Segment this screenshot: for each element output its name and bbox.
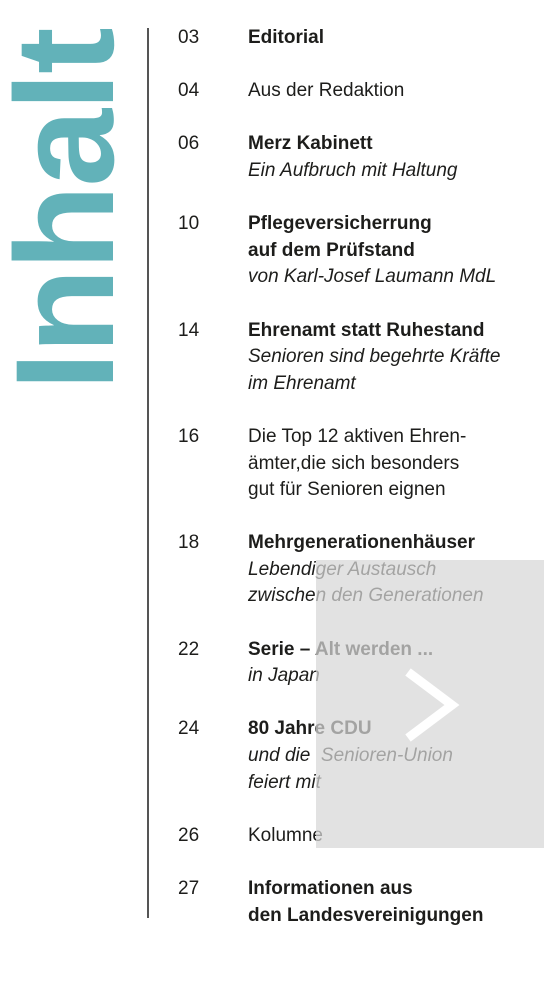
entry-line: Pflegeversicherrung	[248, 213, 432, 235]
page-number: 06	[178, 133, 200, 155]
toc-entry: 26 Kolumne	[0, 823, 544, 850]
entry-line: auf dem Prüfstand	[248, 239, 415, 261]
page-number: 26	[178, 824, 200, 846]
entry-line: Informationen aus	[248, 878, 413, 899]
entry-line: im Ehrenamt	[248, 372, 356, 394]
entry-line: Ein Aufbruch mit Haltung	[248, 159, 458, 181]
entry-line: Die Top 12 aktiven Ehren-	[248, 425, 467, 447]
entry-line: gut für Senioren eignen	[248, 479, 446, 501]
entry-line: ämter,die sich besonders	[248, 452, 460, 474]
entry-line: feiert mit	[248, 771, 321, 793]
toc-entry: 04 Aus der Redaktion	[0, 78, 544, 105]
entry-line: Aus der Redaktion	[248, 80, 405, 102]
entry-line: den Landesvereinigungen	[248, 904, 484, 926]
entry-line: Mehrgenerationenhäuser	[248, 532, 475, 554]
entry-line: in Japan	[248, 665, 320, 687]
page-number: 18	[178, 532, 200, 554]
page-number: 24	[178, 718, 200, 740]
table-of-contents: 03 Editorial 04 Aus der Redaktion 06 Merz Kab…	[0, 25, 544, 956]
toc-entry: 16 Die Top 12 aktiven Ehren-ämter,die sic…	[0, 424, 544, 504]
page-number: 03	[178, 27, 200, 48]
page-number: 04	[178, 80, 200, 102]
page-number: 10	[178, 213, 200, 235]
page-number: 14	[178, 319, 200, 341]
entry-line: von Karl-Josef Laumann MdL	[248, 266, 497, 288]
next-arrow	[405, 668, 460, 742]
toc-entry: 14 Ehrenamt statt Ruhestand Senioren sind …	[0, 318, 544, 398]
entry-line: Kolumne	[248, 824, 323, 846]
entry-line: Senioren sind begehrte Kräfte	[248, 346, 501, 368]
page-number: 27	[178, 878, 200, 899]
next-button[interactable]	[316, 560, 544, 848]
entry-line: Ehrenamt statt Ruhestand	[248, 319, 485, 341]
toc-entry: 03 Editorial	[0, 25, 544, 52]
toc-entry: 27 Informationen aus den Landesvereinigung…	[0, 876, 544, 929]
page-number: 22	[178, 638, 200, 660]
divider	[147, 28, 149, 918]
toc-entry: 06 Merz Kabinett Ein Aufbruch mit Haltung	[0, 131, 544, 184]
entry-line: Merz Kabinett	[248, 133, 373, 155]
page-number: 16	[178, 425, 200, 447]
entry-line: Editorial	[248, 27, 325, 48]
toc-entry: 10 Pflegeversicherrung auf dem Prüfstand vo…	[0, 211, 544, 291]
